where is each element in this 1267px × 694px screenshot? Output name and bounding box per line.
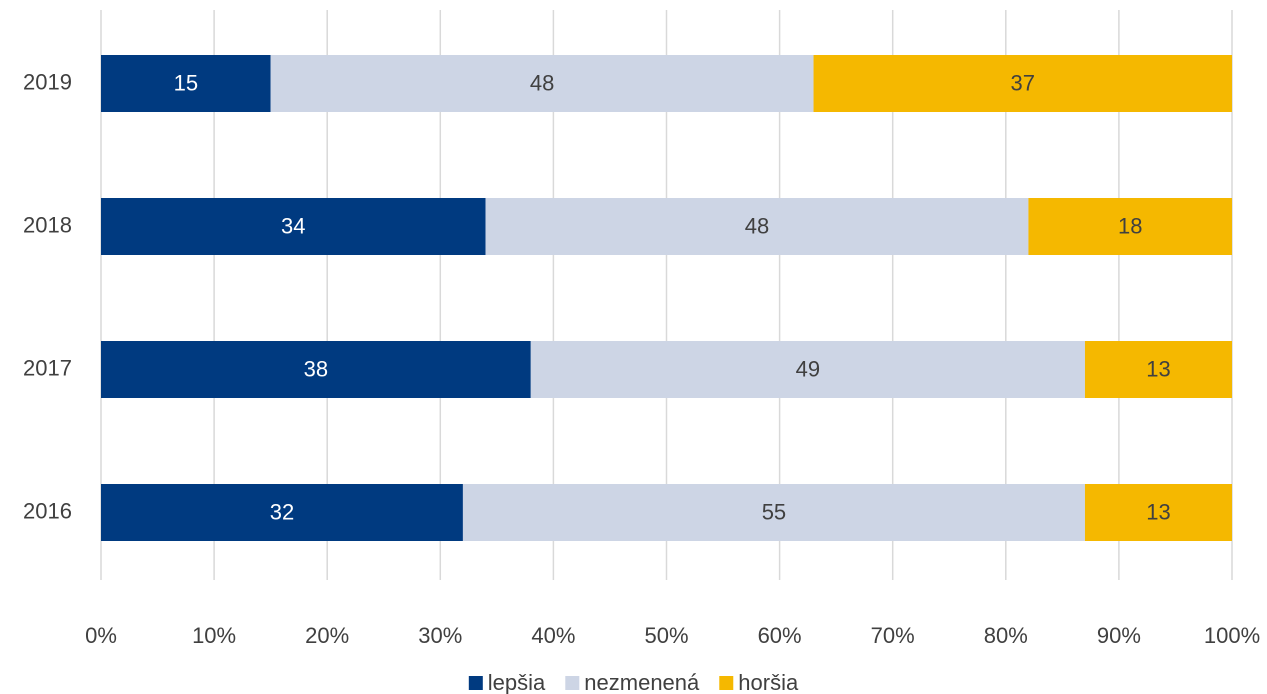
bar-segment — [1084, 484, 1232, 541]
y-tick-label: 2017 — [23, 355, 72, 380]
x-tick-label: 100% — [1204, 623, 1260, 648]
bar-segment — [813, 55, 1232, 112]
legend-label: lepšia — [488, 670, 546, 694]
y-tick-label: 2016 — [23, 498, 72, 523]
data-label: 48 — [745, 213, 769, 238]
data-label: 13 — [1146, 499, 1170, 524]
x-tick-label: 0% — [85, 623, 117, 648]
data-label: 18 — [1118, 213, 1142, 238]
bar-segment — [270, 55, 814, 112]
bar-segment — [462, 484, 1085, 541]
bar-segment — [101, 484, 463, 541]
bar-segment — [101, 55, 271, 112]
legend-label: horšia — [738, 670, 799, 694]
data-label: 49 — [796, 356, 820, 381]
y-tick-label: 2019 — [23, 69, 72, 94]
legend-label: nezmenená — [584, 670, 700, 694]
data-label: 55 — [762, 499, 786, 524]
data-label: 34 — [281, 213, 305, 238]
legend-swatch — [468, 676, 483, 690]
legend-swatch — [719, 676, 734, 690]
x-tick-label: 30% — [418, 623, 462, 648]
bar-segment — [101, 198, 486, 255]
data-label: 13 — [1146, 356, 1170, 381]
x-tick-label: 20% — [305, 623, 349, 648]
bar-segment — [485, 198, 1029, 255]
x-tick-label: 90% — [1097, 623, 1141, 648]
x-tick-label: 50% — [644, 623, 688, 648]
legend-swatch — [565, 676, 580, 690]
x-tick-label: 60% — [758, 623, 802, 648]
x-tick-label: 40% — [531, 623, 575, 648]
y-tick-label: 2018 — [23, 212, 72, 237]
bar-segment — [101, 341, 531, 398]
data-label: 48 — [530, 70, 554, 95]
bar-segment — [1028, 198, 1232, 255]
x-tick-label: 80% — [984, 623, 1028, 648]
bar-segment — [1084, 341, 1232, 398]
bar-segment — [530, 341, 1085, 398]
data-label: 15 — [174, 70, 198, 95]
x-tick-label: 70% — [871, 623, 915, 648]
data-label: 37 — [1011, 70, 1035, 95]
x-tick-label: 10% — [192, 623, 236, 648]
data-label: 38 — [304, 356, 328, 381]
data-label: 32 — [270, 499, 294, 524]
